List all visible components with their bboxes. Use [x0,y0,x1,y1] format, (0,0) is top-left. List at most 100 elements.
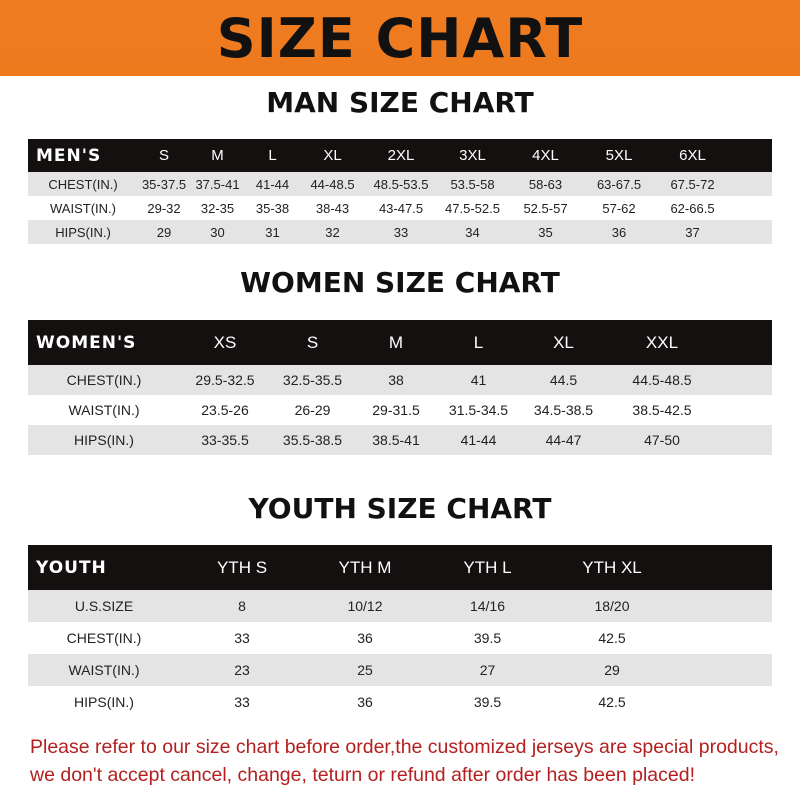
table-cell: 33 [234,694,250,710]
table-cell: 23 [234,662,250,678]
table-row: CHEST(IN.) 35-37.5 37.5-41 41-44 44-48.5 48.5… [28,172,772,196]
table-cell: 27 [479,662,496,678]
table-cell: 36 [357,630,373,646]
table-cell: 63-67.5 [596,176,642,192]
table-cell: 53.5-58 [450,176,495,192]
size-header-cell: 4XL [532,147,559,164]
table-cell: 36 [611,224,627,240]
table-row: WAIST(IN.) 29-32 32-35 35-38 38-43 43-47.5 47.… [28,196,772,220]
table-cell: 34.5-38.5 [533,402,594,418]
table-cell: 31.5-34.5 [448,402,509,418]
table-cell: 41-44 [255,176,290,192]
table-cell: 30 [210,224,225,240]
table-cell: 48.5-53.5 [373,176,429,192]
size-header-cell: S [158,147,169,164]
table-cell: 35-37.5 [141,176,187,192]
page-title: SIZE CHART [216,7,584,70]
table-row: WAIST(IN.) 23 25 27 29 [28,654,772,686]
table-cell: 29 [156,224,172,240]
table-cell: 67.5-72 [670,176,715,192]
table-cell: 42.5 [598,630,626,646]
table-cell: 18/20 [594,598,630,614]
table-cell: 32-35 [200,200,235,216]
table-cell: 52.5-57 [523,200,568,216]
table-title-cell: YOUTH [36,557,107,578]
table-cell: 25 [357,662,373,678]
table-row: WAIST(IN.) 23.5-26 26-29 29-31.5 31.5-34.5 34… [28,395,772,425]
notice-line-2: we don't accept cancel, change, teturn o… [30,764,695,786]
table-cell: 14/16 [469,598,506,614]
table-cell: 62-66.5 [670,200,715,216]
table-cell: 44-48.5 [310,176,355,192]
row-label: WAIST(IN.) [50,200,116,216]
size-header-cell: YTH L [463,557,512,577]
table-cell: 47-50 [644,432,680,448]
size-header-cell: L [268,147,277,164]
table-cell: 38.5-42.5 [632,402,692,418]
table-header-row: MEN'S S M L XL 2XL 3XL 4XL 5XL 6XL [28,139,772,172]
table-cell: 44.5 [549,372,578,388]
table-cell: 29-32 [147,200,181,216]
men-size-table: MEN'S S M L XL 2XL 3XL 4XL 5XL 6XL CHEST(IN.) 35-37… [28,139,772,244]
table-cell: 39.5 [473,694,502,710]
table-cell: 10/12 [347,598,383,614]
row-label: WAIST(IN.) [68,402,140,418]
table-title-cell: WOMEN'S [36,332,137,353]
table-cell: 26-29 [294,402,331,418]
table-header-row: WOMEN'S XS S M L XL XXL [28,320,772,365]
table-cell: 58-63 [528,176,563,192]
table-cell: 33 [234,630,250,646]
size-header-cell: 6XL [679,147,706,164]
row-label: CHEST(IN.) [66,630,142,646]
table-row: HIPS(IN.) 33 36 39.5 42.5 [28,686,772,718]
table-row: HIPS(IN.) 33-35.5 35.5-38.5 38.5-41 41-44 44-… [28,425,772,455]
size-header-cell: YTH S [216,557,268,577]
table-cell: 31 [265,224,280,240]
table-cell: 38-43 [315,200,350,216]
table-cell: 29 [604,662,620,678]
table-cell: 39.5 [473,630,502,646]
table-cell: 42.5 [598,694,626,710]
row-label: HIPS(IN.) [74,694,134,710]
table-cell: 43-47.5 [378,200,424,216]
title-banner: SIZE CHART [0,0,800,76]
table-cell: 33 [393,224,409,240]
size-header-cell: M [211,147,224,164]
men-section-title: MAN SIZE CHART [266,86,534,119]
table-cell: 32 [325,224,340,240]
table-cell: 44-47 [545,432,582,448]
table-row: CHEST(IN.) 29.5-32.5 32.5-35.5 38 41 44.5 44.5… [28,365,772,395]
women-section-title: WOMEN SIZE CHART [240,266,560,299]
table-header-row: YOUTH YTH S YTH M YTH L YTH XL [28,545,772,590]
table-cell: 35.5-38.5 [282,432,343,448]
row-label: HIPS(IN.) [55,224,111,240]
size-header-cell: S [306,332,319,352]
table-row: U.S.SIZE 8 10/12 14/16 18/20 [28,590,772,622]
size-header-cell: XL [323,147,342,164]
size-header-cell: 3XL [459,147,486,164]
table-cell: 34 [465,224,480,240]
table-cell: 41 [470,372,487,388]
youth-size-table: YOUTH YTH S YTH M YTH L YTH XL U.S.SIZE 8 10/12… [28,545,772,718]
row-label: HIPS(IN.) [74,432,134,448]
table-cell: 32.5-35.5 [282,372,343,388]
size-header-cell: XS [213,332,237,352]
table-cell: 33-35.5 [201,432,249,448]
row-label: CHEST(IN.) [66,372,142,388]
size-header-cell: XL [553,332,574,352]
table-cell: 29-31.5 [372,402,420,418]
size-header-cell: YTH XL [582,557,642,577]
table-row: CHEST(IN.) 33 36 39.5 42.5 [28,622,772,654]
size-header-cell: XXL [645,332,679,352]
table-cell: 44.5-48.5 [632,372,692,388]
table-cell: 57-62 [602,200,636,216]
table-cell: 23.5-26 [201,402,249,418]
table-row: HIPS(IN.) 29 30 31 32 33 34 35 36 37 [28,220,772,244]
table-cell: 38 [388,372,404,388]
table-cell: 29.5-32.5 [195,372,255,388]
order-notice: Please refer to our size chart before or… [30,733,790,789]
table-cell: 37 [685,224,700,240]
table-title-cell: MEN'S [36,145,102,166]
table-cell: 36 [357,694,373,710]
table-cell: 35-38 [255,200,290,216]
